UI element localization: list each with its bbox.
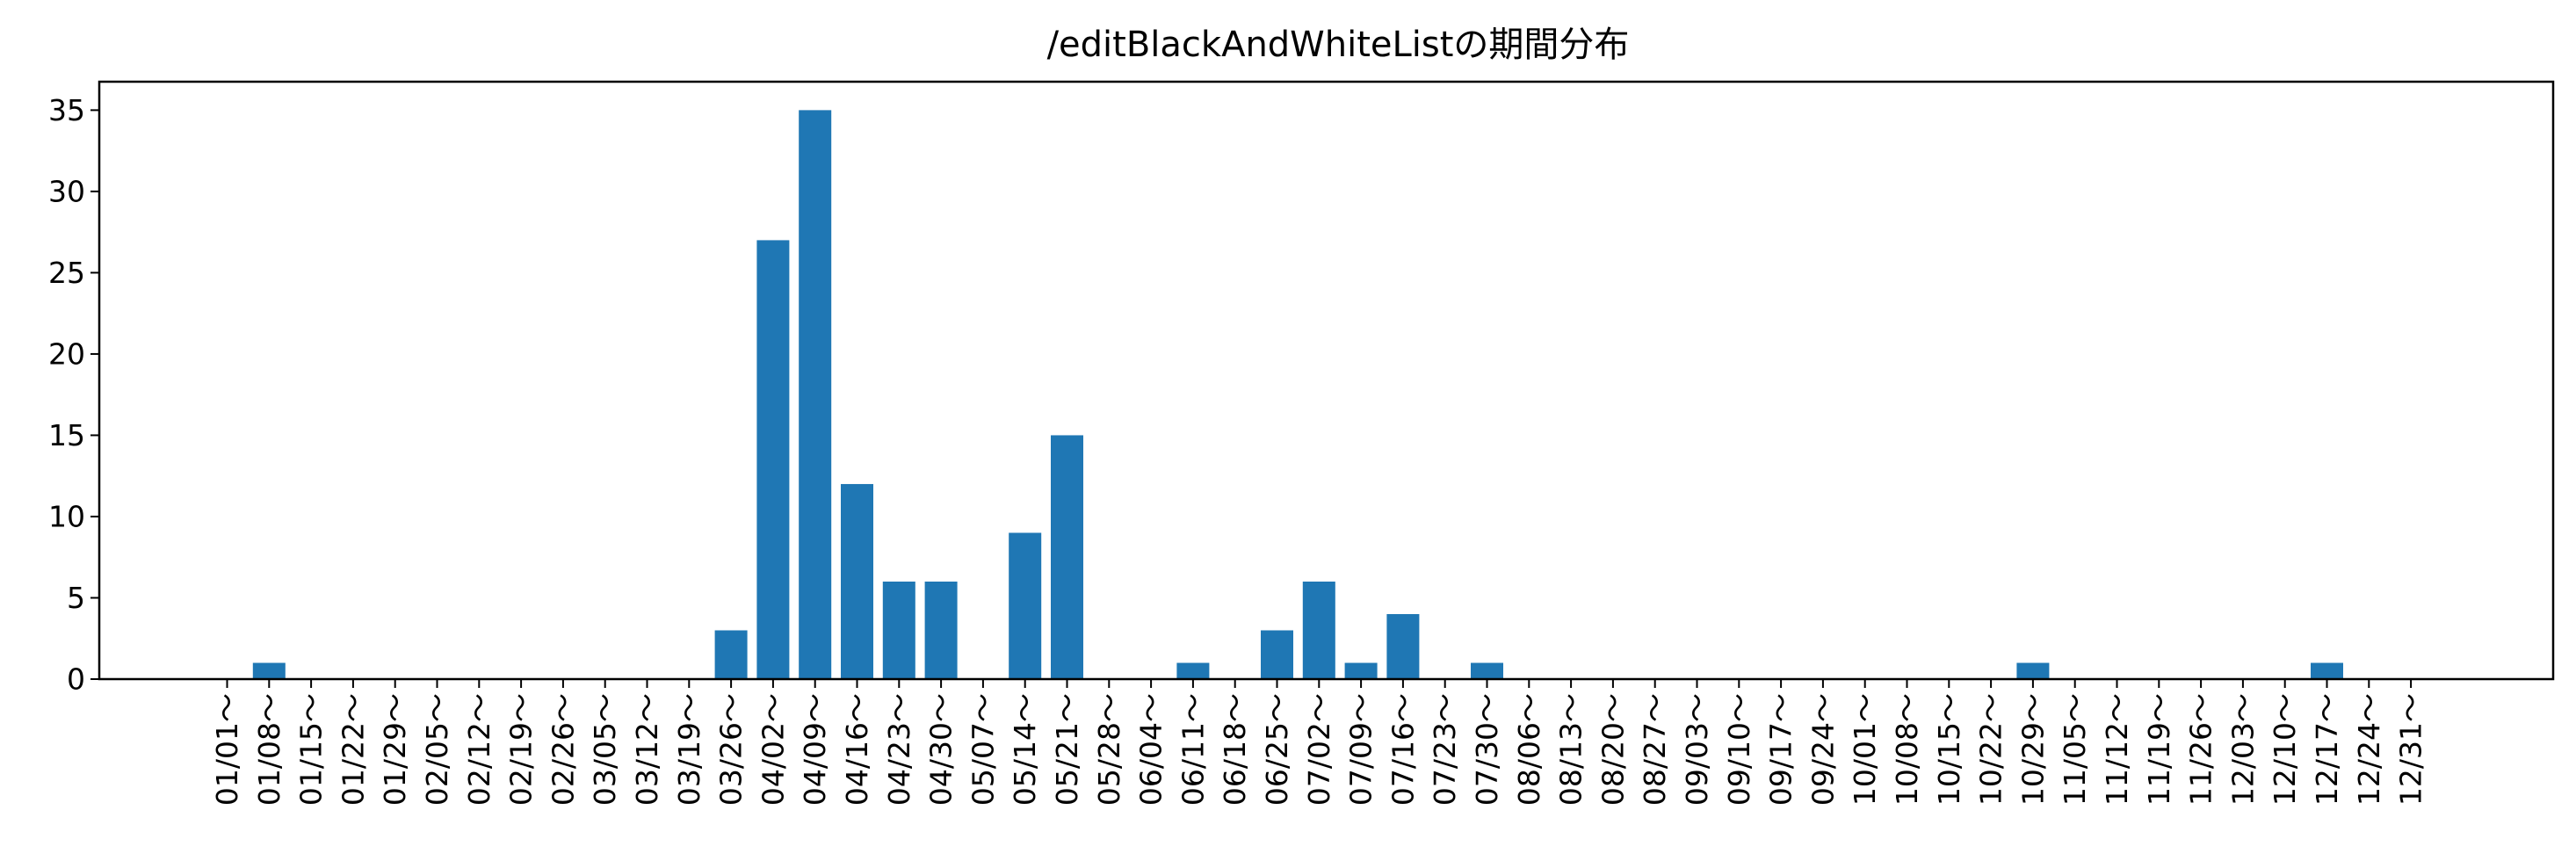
x-tick-label-1: 01/08～: [252, 693, 286, 806]
bar-20: [1051, 435, 1083, 679]
x-tick-label-36: 09/10～: [1722, 693, 1756, 806]
x-tick-label-41: 10/15～: [1932, 693, 1966, 806]
x-tick-label-26: 07/02～: [1302, 693, 1336, 806]
bar-14: [799, 110, 832, 679]
x-tick-label-42: 10/22～: [1974, 693, 2008, 806]
bar-30: [1471, 662, 1503, 679]
x-tick-label-24: 06/18～: [1218, 693, 1252, 806]
y-tick-label-3: 15: [48, 418, 85, 452]
bar-50: [2311, 662, 2343, 679]
x-tick-label-51: 12/24～: [2352, 693, 2386, 806]
x-tick-label-33: 08/20～: [1596, 693, 1630, 806]
bar-27: [1344, 662, 1378, 679]
x-tick-label-11: 03/19～: [672, 693, 706, 806]
y-tick-label-7: 35: [48, 93, 85, 127]
x-tick-label-37: 09/17～: [1764, 693, 1798, 806]
bar-17: [924, 581, 958, 679]
x-tick-label-45: 11/12～: [2100, 693, 2134, 806]
x-tick-label-2: 01/15～: [294, 693, 329, 806]
bars-group: [252, 110, 2343, 679]
y-tick-label-1: 5: [67, 581, 85, 615]
x-tick-label-21: 05/28～: [1092, 693, 1126, 806]
x-tick-label-40: 10/08～: [1890, 693, 1924, 806]
y-tick-label-2: 10: [48, 499, 85, 533]
bar-13: [756, 240, 790, 679]
x-tick-label-20: 05/21～: [1050, 693, 1084, 806]
x-tick-label-14: 04/09～: [798, 693, 832, 806]
x-tick-label-7: 02/19～: [504, 693, 539, 806]
y-tick-label-5: 25: [48, 256, 85, 290]
x-tick-label-23: 06/11～: [1176, 693, 1210, 806]
x-tick-label-15: 04/16～: [840, 693, 874, 806]
x-tick-label-46: 11/19～: [2142, 693, 2176, 806]
bar-16: [882, 581, 915, 679]
x-tick-label-31: 08/06～: [1512, 693, 1546, 806]
x-tick-label-3: 01/22～: [336, 693, 370, 806]
x-tick-label-0: 01/01～: [210, 693, 244, 806]
x-tick-label-12: 03/26～: [714, 693, 749, 806]
bar-19: [1009, 532, 1042, 679]
plot-frame: [98, 80, 2555, 681]
x-tick-label-38: 09/24～: [1805, 693, 1840, 806]
x-tick-label-8: 02/26～: [546, 693, 580, 806]
x-tick-label-5: 02/05～: [420, 693, 454, 806]
x-tick-label-52: 12/31～: [2394, 693, 2428, 806]
x-tick-label-18: 05/07～: [966, 693, 1000, 806]
x-tick-label-29: 07/23～: [1428, 693, 1462, 806]
bar-43: [2016, 662, 2050, 679]
x-tick-label-19: 05/14～: [1008, 693, 1042, 806]
x-tick-label-10: 03/12～: [630, 693, 664, 806]
x-tick-label-25: 06/25～: [1260, 693, 1294, 806]
x-tick-label-9: 03/05～: [588, 693, 622, 806]
chart-title: /editBlackAndWhiteListの期間分布: [1047, 25, 1630, 65]
x-tick-label-6: 02/12～: [462, 693, 496, 806]
bar-25: [1261, 630, 1293, 679]
x-tick-label-22: 06/04～: [1134, 693, 1169, 806]
x-tick-label-13: 04/02～: [756, 693, 790, 806]
x-tick-label-39: 10/01～: [1848, 693, 1882, 806]
x-tick-label-28: 07/16～: [1386, 693, 1420, 806]
x-tick-label-35: 09/03～: [1680, 693, 1714, 806]
x-axis: 01/01～ 01/08～ 01/15～ 01/22～ 01/29～ 02/05～ 02/1…: [210, 679, 2428, 806]
bar-23: [1176, 662, 1210, 679]
x-tick-label-48: 12/03～: [2225, 693, 2260, 806]
bar-15: [841, 483, 873, 679]
x-tick-label-32: 08/13～: [1554, 693, 1588, 806]
x-tick-label-34: 08/27～: [1638, 693, 1672, 806]
x-tick-label-17: 04/30～: [924, 693, 959, 806]
y-axis: 0 5 10 15 20 25 30 35: [48, 93, 99, 697]
bar-28: [1386, 613, 1420, 679]
x-tick-label-50: 12/17～: [2310, 693, 2344, 806]
bar-26: [1302, 581, 1335, 679]
x-tick-label-49: 12/10～: [2268, 693, 2302, 806]
x-tick-label-47: 11/26～: [2184, 693, 2218, 806]
x-tick-label-4: 01/29～: [378, 693, 412, 806]
y-tick-label-0: 0: [67, 662, 85, 697]
x-tick-label-16: 04/23～: [882, 693, 916, 806]
bar-1: [252, 662, 286, 679]
y-tick-label-4: 20: [48, 336, 85, 371]
x-tick-label-30: 07/30～: [1470, 693, 1504, 806]
bar-12: [714, 630, 748, 679]
x-tick-label-43: 10/29～: [2015, 693, 2050, 806]
x-tick-label-27: 07/09～: [1344, 693, 1378, 806]
y-tick-label-6: 30: [48, 174, 85, 208]
x-tick-label-44: 11/05～: [2058, 693, 2092, 806]
